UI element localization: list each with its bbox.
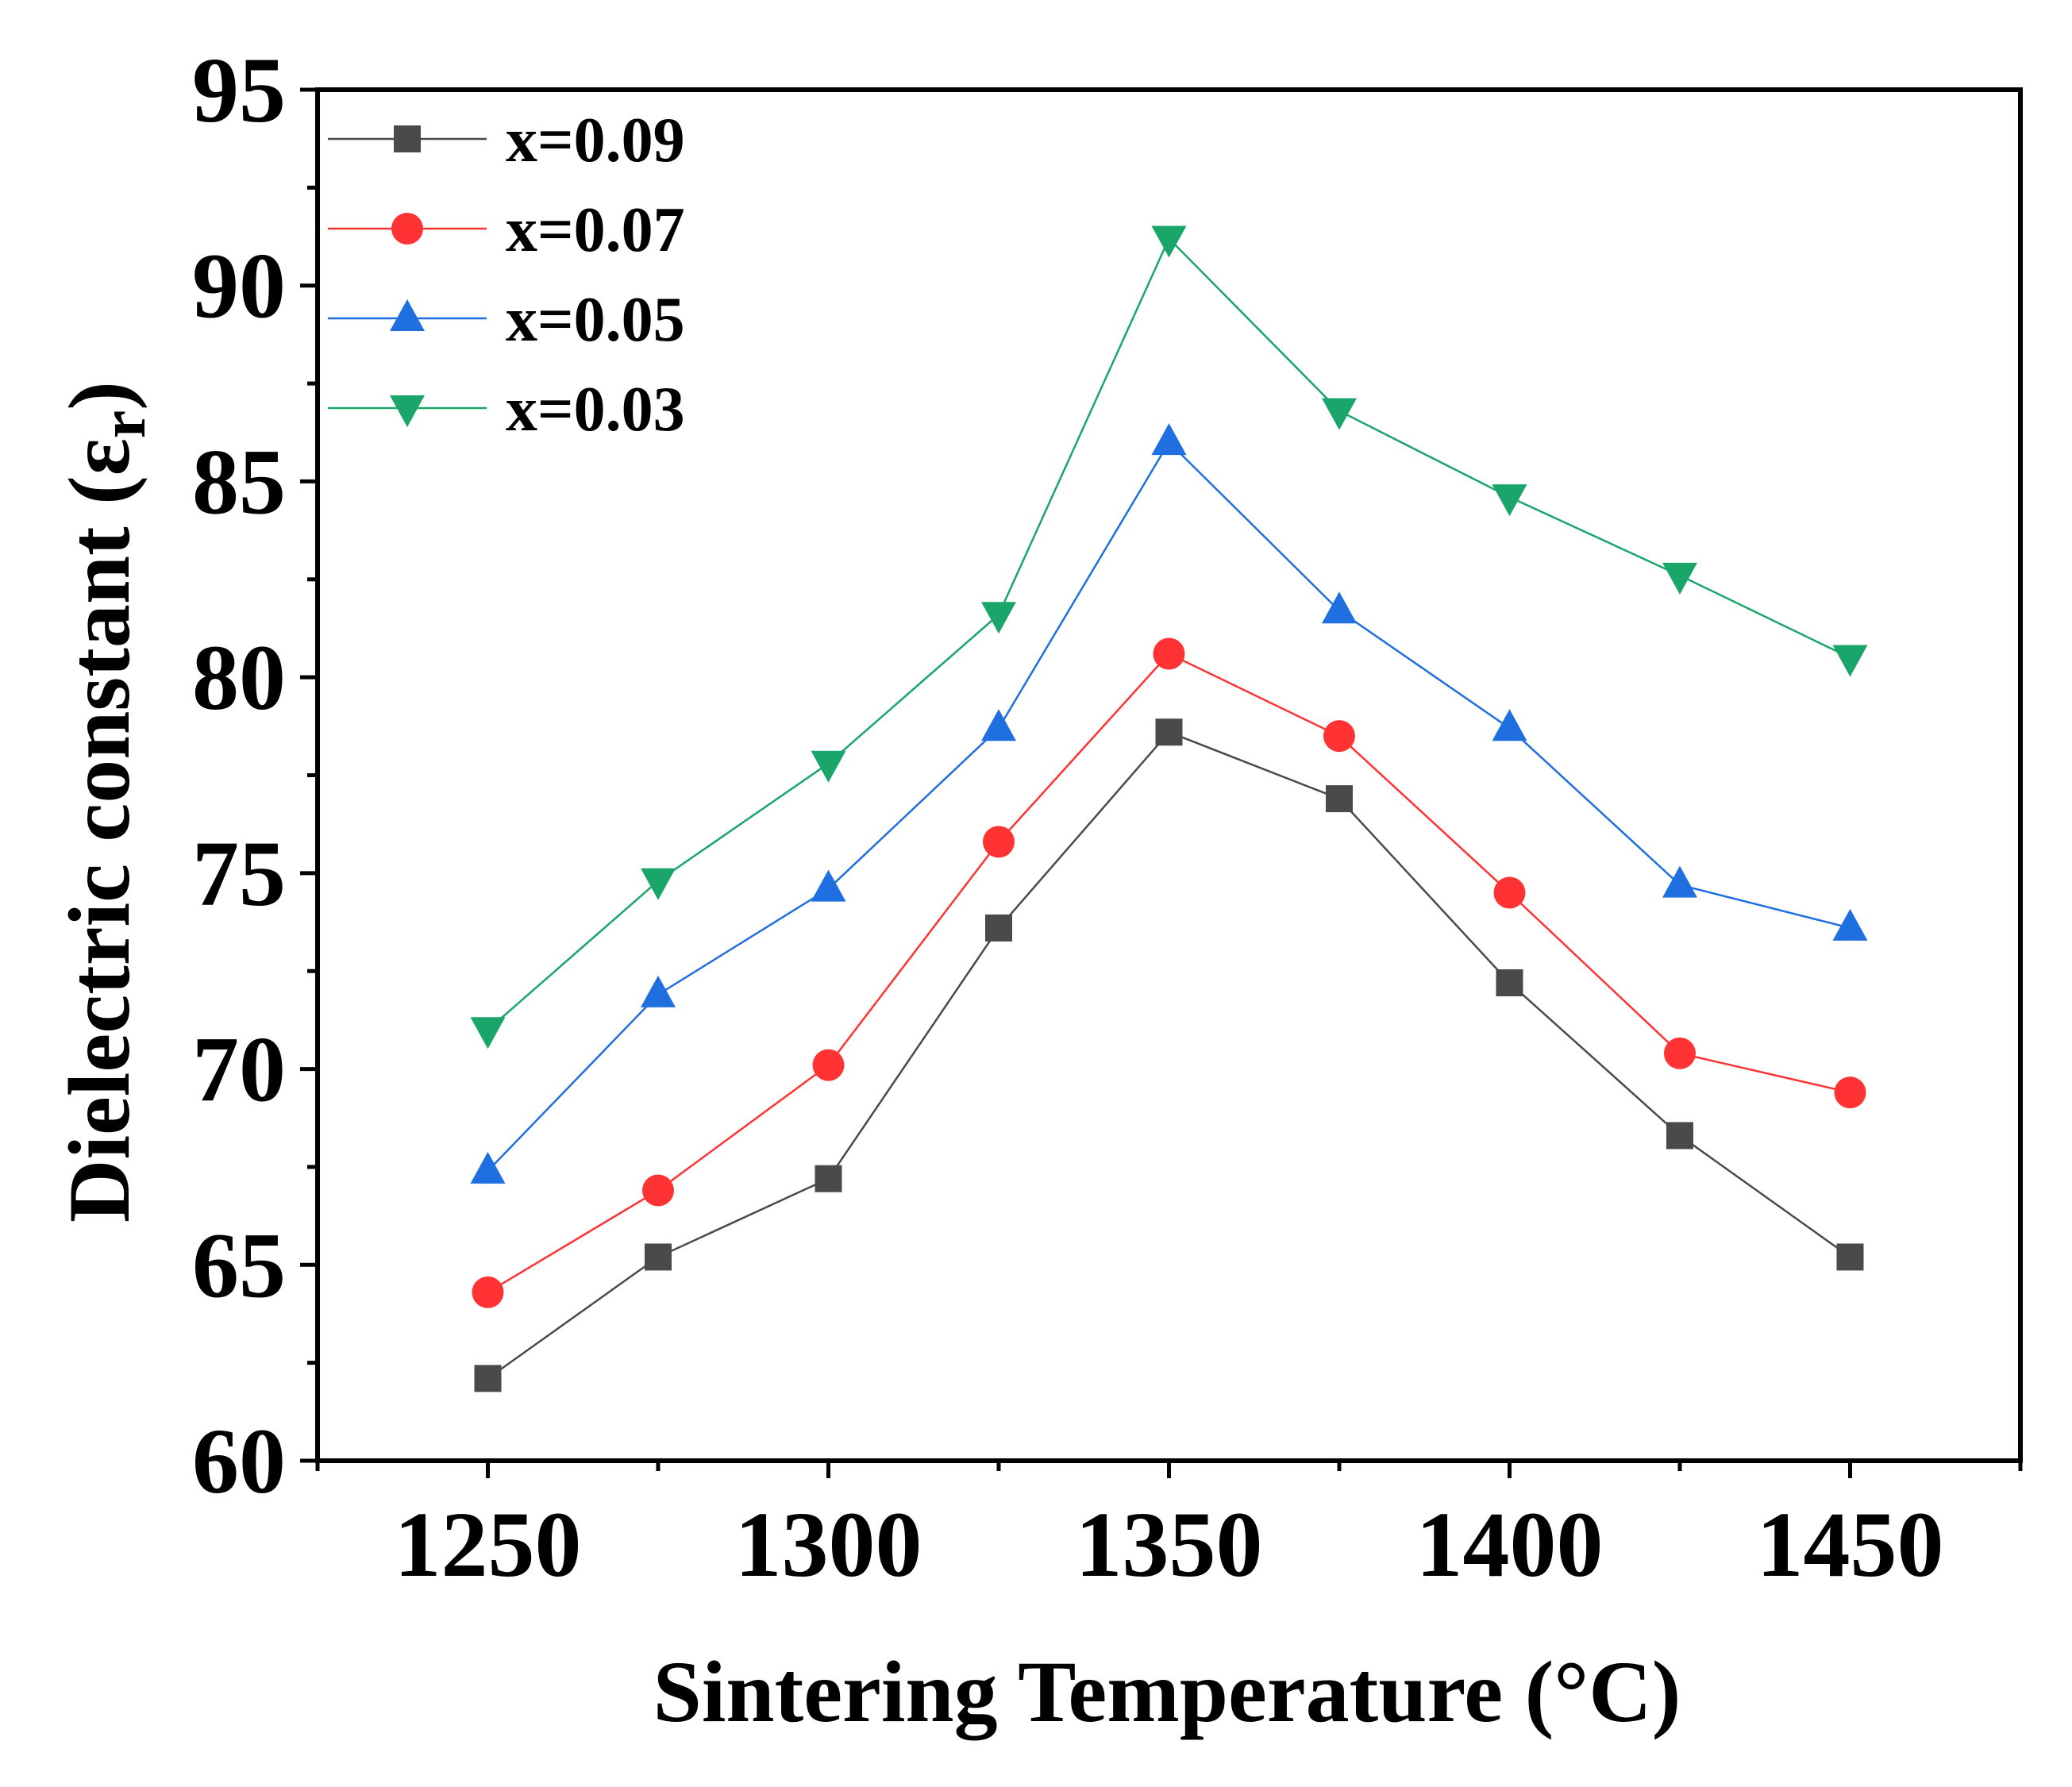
data-point bbox=[1832, 645, 1868, 677]
data-point bbox=[1662, 865, 1697, 898]
x-axis-title: Sintering Temperature (°C) bbox=[653, 1643, 1681, 1740]
x-tick-label: 1350 bbox=[1076, 1492, 1263, 1596]
series-x=0.05 bbox=[470, 423, 1868, 1184]
y-tick-label: 90 bbox=[192, 234, 286, 338]
legend: x=0.09 x=0.07 x=0.05 x=0.03 bbox=[328, 106, 685, 445]
data-point bbox=[641, 868, 676, 900]
y-tick-label: 65 bbox=[192, 1213, 286, 1317]
legend-entry: x=0.09 bbox=[328, 106, 685, 175]
data-point bbox=[1155, 718, 1183, 746]
legend-marker bbox=[390, 299, 425, 331]
legend-entry: x=0.07 bbox=[328, 195, 685, 265]
data-point bbox=[1493, 876, 1526, 909]
data-point bbox=[1322, 591, 1357, 624]
y-tick-label: 95 bbox=[192, 38, 286, 142]
legend-label: x=0.03 bbox=[506, 375, 685, 445]
y-axis-title-main: Dielectric constant (ε bbox=[51, 438, 148, 1223]
legend-label: x=0.09 bbox=[506, 106, 685, 175]
y-tick-label: 85 bbox=[192, 429, 286, 533]
x-tick-label: 1300 bbox=[735, 1492, 922, 1596]
series-line bbox=[487, 441, 1851, 1172]
data-point bbox=[981, 602, 1016, 634]
data-point bbox=[1496, 969, 1523, 997]
data-point bbox=[815, 1165, 842, 1192]
data-point bbox=[981, 709, 1016, 741]
legend-marker bbox=[394, 125, 421, 152]
y-tick-label: 80 bbox=[192, 626, 286, 730]
y-axis-title-sub: r bbox=[89, 410, 159, 439]
data-point bbox=[472, 1276, 504, 1308]
data-point bbox=[1323, 720, 1355, 753]
data-point bbox=[1664, 1037, 1696, 1069]
axes-layer: 1250 1300 1350 1400 1450 60 65 70 75 80 85 90 95 bbox=[192, 38, 2023, 1596]
data-point bbox=[645, 1243, 672, 1271]
legend-entry: x=0.03 bbox=[328, 375, 685, 445]
legend-marker bbox=[390, 395, 425, 427]
data-point bbox=[1492, 709, 1527, 741]
series-x=0.03 bbox=[470, 225, 1868, 1049]
data-point bbox=[811, 869, 846, 902]
series-x=0.09 bbox=[474, 718, 1864, 1392]
data-point bbox=[642, 1174, 674, 1207]
data-point bbox=[1832, 908, 1868, 941]
data-point bbox=[983, 826, 1015, 858]
series-layer bbox=[470, 225, 1868, 1392]
y-tick-label: 75 bbox=[192, 822, 286, 926]
data-point bbox=[1834, 1076, 1866, 1109]
data-point bbox=[474, 1365, 502, 1392]
series-line bbox=[487, 237, 1851, 1031]
data-point bbox=[812, 1049, 845, 1081]
legend-entry: x=0.05 bbox=[328, 285, 685, 355]
data-point bbox=[1662, 562, 1697, 595]
data-point bbox=[1492, 484, 1527, 517]
data-point bbox=[1153, 637, 1185, 670]
legend-label: x=0.05 bbox=[506, 285, 685, 355]
data-point bbox=[470, 1151, 506, 1184]
data-point bbox=[1666, 1122, 1693, 1150]
x-tick-label: 1250 bbox=[395, 1492, 582, 1596]
data-point bbox=[1151, 225, 1187, 258]
data-point bbox=[1151, 423, 1187, 456]
data-point bbox=[1326, 785, 1353, 813]
x-tick-label: 1400 bbox=[1416, 1492, 1604, 1596]
x-tick-label: 1450 bbox=[1757, 1492, 1944, 1596]
legend-marker bbox=[391, 213, 423, 245]
series-line bbox=[487, 730, 1851, 1380]
legend-label: x=0.07 bbox=[506, 195, 685, 265]
y-axis-title-close: ) bbox=[51, 381, 148, 410]
y-tick-label: 60 bbox=[192, 1409, 286, 1513]
data-point bbox=[1322, 398, 1357, 430]
data-point bbox=[641, 975, 676, 1007]
y-tick-label: 70 bbox=[192, 1018, 286, 1122]
series-x=0.07 bbox=[472, 637, 1866, 1308]
data-point bbox=[985, 914, 1012, 942]
y-axis-title: Dielectric constant (εr) bbox=[51, 381, 159, 1223]
data-point bbox=[470, 1017, 506, 1049]
data-point bbox=[1836, 1243, 1864, 1271]
data-point bbox=[811, 750, 846, 783]
